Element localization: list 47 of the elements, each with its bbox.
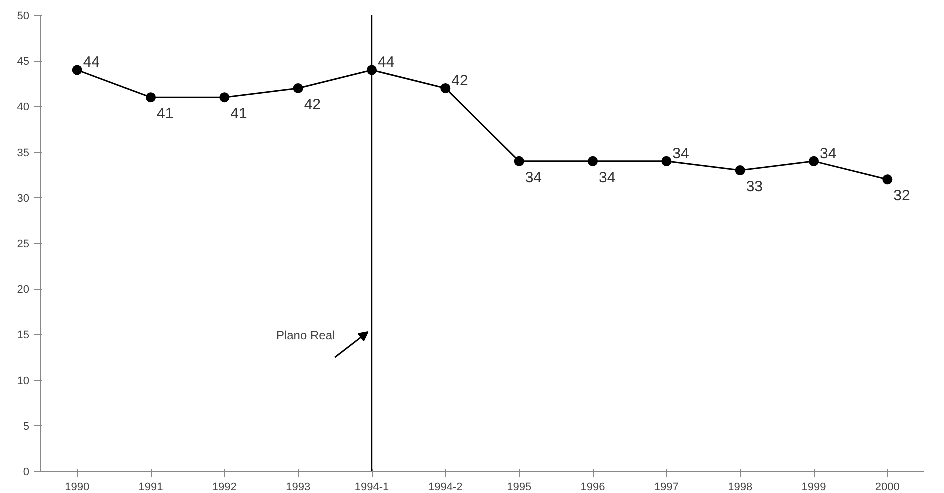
point	[440, 83, 451, 94]
y-tick-label: 0	[23, 466, 30, 478]
y-tick-label: 40	[17, 102, 30, 114]
x-tick-label: 1996	[580, 482, 606, 493]
data-label: 41	[157, 106, 174, 123]
point	[809, 156, 819, 166]
ref-line-label: Plano Real	[276, 328, 336, 343]
data-label: 34	[820, 145, 837, 162]
x-tick-label: 1994-2	[428, 482, 463, 493]
point	[146, 92, 156, 103]
data-label: 44	[83, 54, 100, 72]
x-tick-label: 1993	[286, 482, 311, 493]
data-label: 34	[672, 145, 690, 162]
data-label: 34	[525, 169, 542, 186]
data-label: 42	[452, 72, 468, 90]
x-tick-label: 1992	[212, 482, 237, 493]
point	[588, 156, 598, 166]
y-tick-label: 35	[17, 147, 30, 160]
x-tick-label: 1991	[138, 482, 164, 493]
y-tick-label: 20	[17, 284, 30, 296]
x-tick-label: 1994-1	[354, 482, 390, 493]
point	[293, 83, 304, 94]
y-tick-label: 15	[17, 330, 30, 342]
y-tick-label: 10	[17, 375, 30, 388]
y-tick-label: 25	[17, 238, 30, 250]
y-tick-label: 30	[17, 192, 30, 205]
data-label: 42	[304, 96, 322, 114]
data-label: 41	[230, 106, 248, 123]
data-label: 34	[599, 169, 616, 186]
x-tick-label: 1999	[802, 482, 826, 493]
x-tick-label: 1998	[728, 482, 753, 493]
x-tick-label: 1995	[507, 482, 532, 493]
y-tick-label: 45	[17, 56, 30, 68]
x-tick-label: 1990	[65, 482, 90, 493]
point	[514, 156, 524, 166]
point	[72, 65, 82, 76]
x-tick-label: 1997	[654, 482, 679, 493]
point	[735, 166, 746, 176]
y-tick-label: 50	[17, 10, 30, 22]
x-tick-label: 2000	[875, 482, 900, 493]
point	[220, 92, 230, 103]
data-label: 44	[378, 54, 395, 72]
y-tick-label: 5	[23, 420, 30, 433]
point	[662, 156, 672, 166]
data-label: 33	[746, 178, 764, 196]
data-label: 32	[894, 188, 910, 205]
point	[882, 174, 893, 185]
